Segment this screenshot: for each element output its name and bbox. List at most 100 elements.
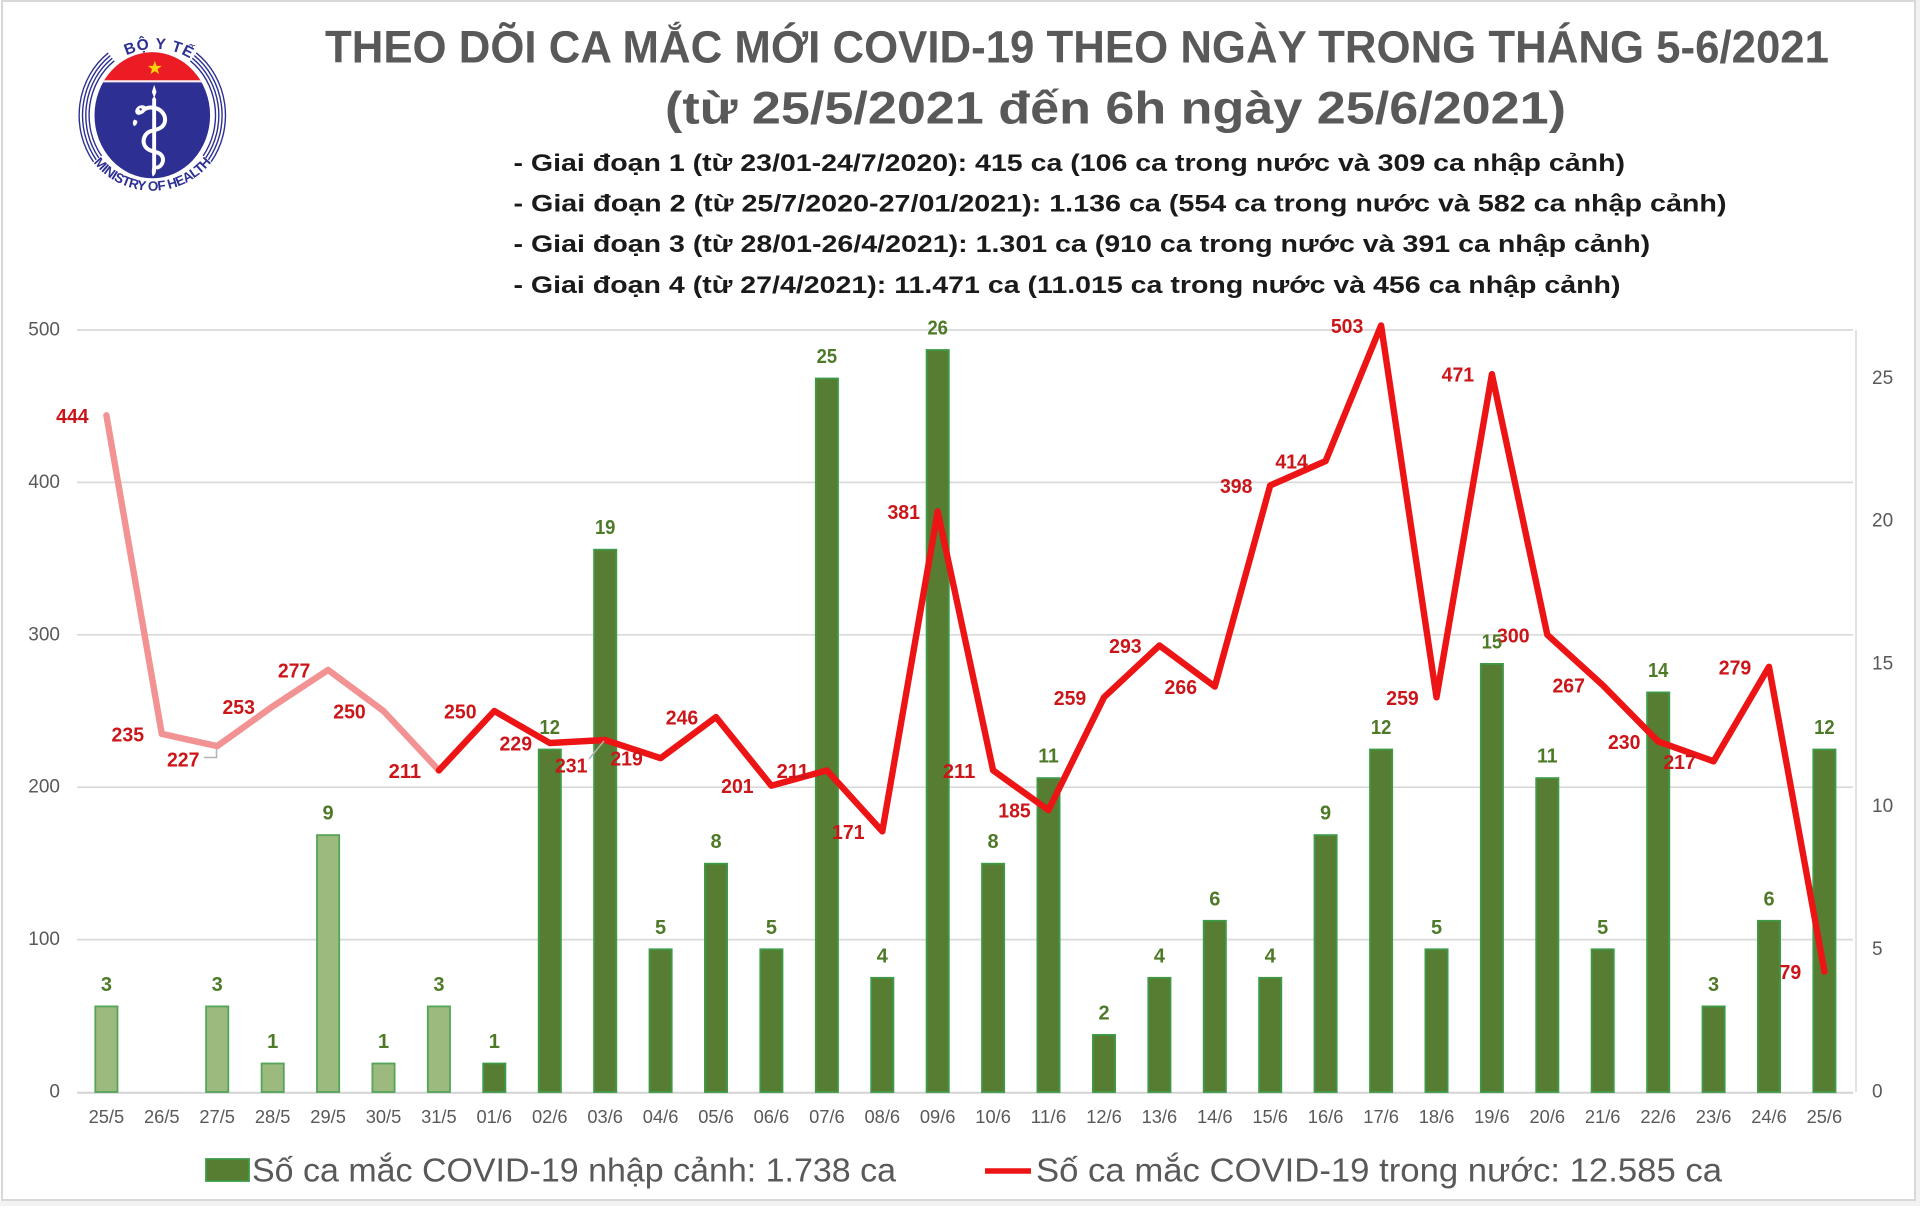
svg-text:12/6: 12/6 (1086, 1106, 1122, 1127)
svg-text:79: 79 (1780, 962, 1802, 984)
svg-text:30/5: 30/5 (366, 1106, 402, 1127)
svg-text:- Giai đoạn 1 (từ 23/01-24/7/2: - Giai đoạn 1 (từ 23/01-24/7/2020): 415 … (514, 150, 1626, 177)
svg-text:09/6: 09/6 (920, 1106, 956, 1127)
svg-text:0: 0 (1872, 1082, 1883, 1103)
svg-text:227: 227 (167, 750, 200, 772)
svg-text:253: 253 (222, 697, 255, 719)
svg-text:15/6: 15/6 (1252, 1106, 1288, 1127)
svg-text:259: 259 (1054, 688, 1087, 710)
svg-text:414: 414 (1275, 452, 1308, 474)
svg-text:17/6: 17/6 (1363, 1106, 1399, 1127)
svg-text:27/5: 27/5 (199, 1106, 235, 1127)
svg-text:25/6: 25/6 (1807, 1106, 1843, 1127)
svg-text:13/6: 13/6 (1142, 1106, 1178, 1127)
svg-text:26: 26 (927, 318, 948, 340)
svg-text:300: 300 (1497, 625, 1530, 647)
svg-text:9: 9 (1320, 803, 1331, 825)
svg-text:25: 25 (1872, 368, 1893, 389)
svg-text:211: 211 (943, 761, 976, 783)
svg-text:1: 1 (378, 1031, 389, 1053)
svg-text:24/6: 24/6 (1751, 1106, 1787, 1127)
svg-text:25/5: 25/5 (89, 1106, 125, 1127)
svg-text:1: 1 (267, 1031, 278, 1053)
svg-text:11: 11 (1038, 746, 1059, 768)
svg-text:381: 381 (887, 502, 920, 524)
svg-text:28/5: 28/5 (255, 1106, 291, 1127)
svg-text:6: 6 (1209, 888, 1220, 910)
svg-text:19/6: 19/6 (1474, 1106, 1510, 1127)
svg-text:259: 259 (1386, 688, 1419, 710)
svg-text:14: 14 (1648, 660, 1669, 682)
svg-text:185: 185 (998, 801, 1031, 823)
svg-text:503: 503 (1331, 316, 1364, 338)
svg-text:11: 11 (1537, 746, 1558, 768)
svg-text:1: 1 (489, 1031, 500, 1053)
svg-text:- Giai đoạn 4 (từ 27/4/2021):: - Giai đoạn 4 (từ 27/4/2021): 11.471 ca … (514, 272, 1621, 299)
svg-text:3: 3 (212, 974, 223, 996)
svg-text:5: 5 (1597, 917, 1608, 939)
svg-text:- Giai đoạn 3 (từ 28/01-26/4/2: - Giai đoạn 3 (từ 28/01-26/4/2021): 1.30… (514, 231, 1651, 258)
svg-text:0: 0 (49, 1082, 60, 1103)
svg-text:219: 219 (610, 749, 643, 771)
svg-text:Số ca mắc COVID-19 nhập cảnh:: Số ca mắc COVID-19 nhập cảnh: 1.738 ca (252, 1152, 897, 1189)
svg-text:18/6: 18/6 (1419, 1106, 1455, 1127)
svg-text:277: 277 (278, 660, 311, 682)
svg-text:211: 211 (777, 761, 810, 783)
svg-text:08/6: 08/6 (865, 1106, 901, 1127)
svg-text:10/6: 10/6 (975, 1106, 1011, 1127)
svg-text:398: 398 (1220, 476, 1253, 498)
svg-text:07/6: 07/6 (809, 1106, 845, 1127)
svg-text:20/6: 20/6 (1530, 1106, 1566, 1127)
svg-text:25: 25 (817, 346, 838, 368)
svg-text:4: 4 (1265, 945, 1277, 967)
svg-text:01/6: 01/6 (477, 1106, 513, 1127)
svg-text:235: 235 (112, 724, 145, 746)
svg-text:02/6: 02/6 (532, 1106, 568, 1127)
svg-text:15: 15 (1482, 631, 1503, 653)
svg-text:4: 4 (877, 945, 889, 967)
svg-text:5: 5 (766, 917, 777, 939)
svg-text:16/6: 16/6 (1308, 1106, 1344, 1127)
svg-text:5: 5 (655, 917, 666, 939)
svg-text:04/6: 04/6 (643, 1106, 679, 1127)
svg-text:293: 293 (1109, 636, 1142, 658)
svg-text:Số ca mắc COVID-19 trong nước:: Số ca mắc COVID-19 trong nước: 12.585 ca (1036, 1152, 1723, 1189)
svg-text:3: 3 (433, 974, 444, 996)
svg-text:267: 267 (1552, 676, 1585, 698)
svg-text:3: 3 (101, 974, 112, 996)
svg-text:300: 300 (28, 624, 60, 645)
svg-text:4: 4 (1154, 945, 1166, 967)
svg-text:5: 5 (1431, 917, 1442, 939)
svg-text:19: 19 (595, 517, 616, 539)
svg-text:14/6: 14/6 (1197, 1106, 1233, 1127)
svg-text:230: 230 (1608, 732, 1641, 754)
svg-text:03/6: 03/6 (587, 1106, 623, 1127)
svg-text:3: 3 (1708, 974, 1719, 996)
svg-text:8: 8 (988, 831, 999, 853)
svg-text:12: 12 (540, 717, 561, 739)
svg-text:12: 12 (1814, 717, 1835, 739)
svg-text:6: 6 (1763, 888, 1774, 910)
svg-text:THEO DÕI CA MẮC MỚI COVID-19 T: THEO DÕI CA MẮC MỚI COVID-19 THEO NGÀY T… (325, 22, 1829, 73)
svg-text:246: 246 (666, 708, 699, 730)
svg-text:12: 12 (1371, 717, 1392, 739)
svg-text:266: 266 (1165, 677, 1198, 699)
svg-text:229: 229 (500, 734, 533, 756)
svg-text:2: 2 (1098, 1002, 1109, 1024)
svg-text:500: 500 (28, 320, 60, 341)
svg-text:250: 250 (333, 702, 366, 724)
svg-text:- Giai đoạn 2 (từ 25/7/2020-27: - Giai đoạn 2 (từ 25/7/2020-27/01/2021):… (514, 191, 1727, 218)
svg-text:05/6: 05/6 (698, 1106, 734, 1127)
svg-text:20: 20 (1872, 511, 1893, 532)
svg-text:171: 171 (832, 822, 865, 844)
svg-text:22/6: 22/6 (1640, 1106, 1676, 1127)
svg-text:(từ 25/5/2021 đến 6h ngày 25/6: (từ 25/5/2021 đến 6h ngày 25/6/2021) (665, 82, 1566, 133)
svg-text:21/6: 21/6 (1585, 1106, 1621, 1127)
svg-text:217: 217 (1663, 752, 1696, 774)
svg-text:9: 9 (323, 803, 334, 825)
svg-text:279: 279 (1719, 657, 1752, 679)
svg-text:211: 211 (389, 761, 422, 783)
svg-text:471: 471 (1442, 365, 1475, 387)
svg-text:06/6: 06/6 (754, 1106, 790, 1127)
svg-text:26/5: 26/5 (144, 1106, 180, 1127)
